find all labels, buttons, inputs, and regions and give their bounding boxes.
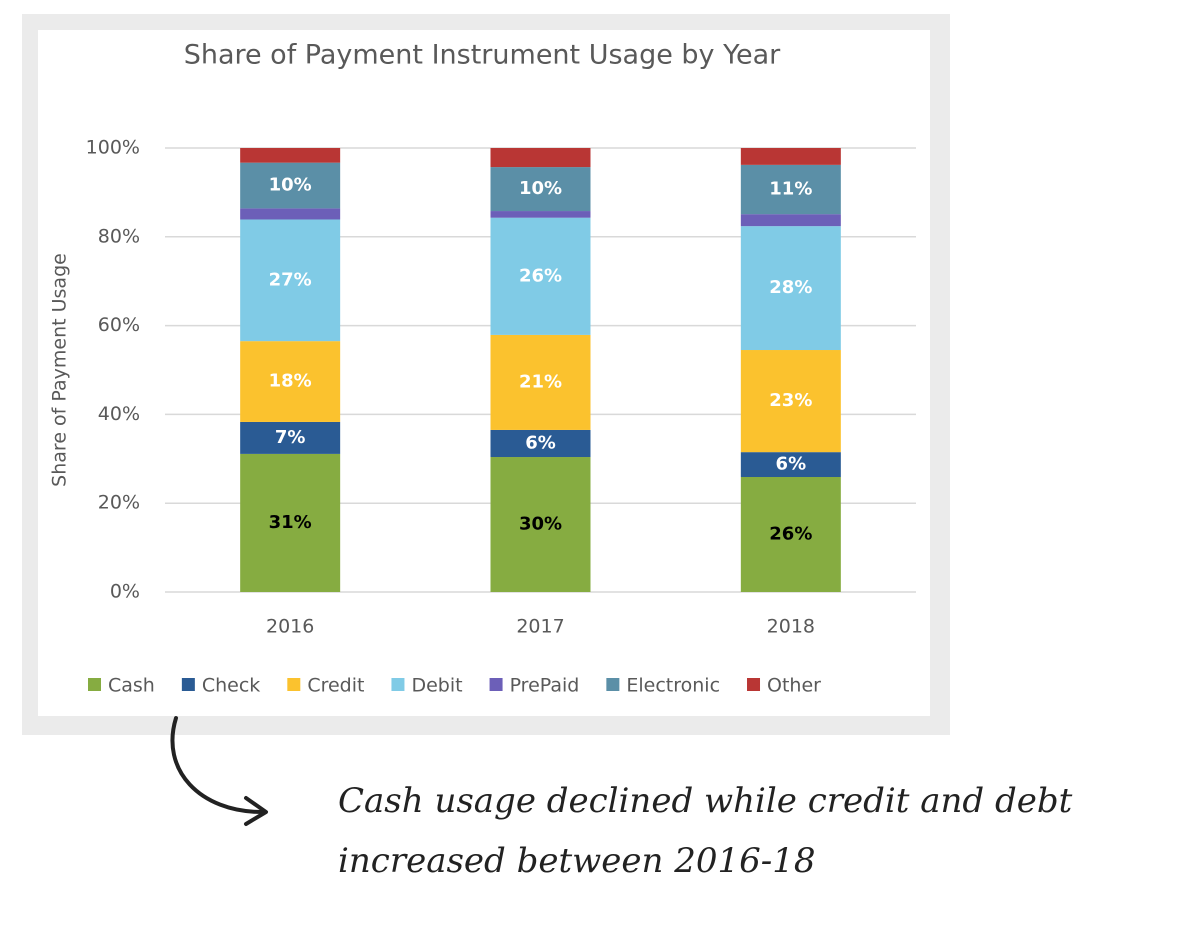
arrow [170, 716, 264, 814]
legend-label: Credit [307, 675, 364, 697]
y-axis-label: Share of Payment Usage [49, 253, 71, 487]
y-tick-label: 100% [86, 137, 140, 159]
y-tick-label: 40% [98, 403, 140, 425]
y-tick-label: 0% [110, 581, 140, 603]
bar-segment [240, 162, 341, 209]
data-label: 10% [269, 175, 312, 196]
y-tick-label: 80% [98, 225, 140, 247]
chart-title: Share of Payment Instrument Usage by Yea… [184, 40, 781, 71]
legend-swatch [747, 678, 761, 691]
legend-swatch [606, 678, 620, 691]
bar-segment [740, 214, 841, 227]
data-label: 30% [519, 514, 562, 535]
bar-segment [240, 219, 341, 342]
legend-label: Electronic [626, 675, 720, 697]
data-label: 26% [769, 524, 812, 545]
bar-segment [490, 334, 591, 430]
legend-label: Check [202, 675, 260, 697]
annotation: increased between 2016-18 [338, 841, 815, 881]
bar-segment [240, 341, 341, 422]
legend-swatch [181, 678, 195, 691]
bar-segment [740, 226, 841, 351]
data-label: 21% [519, 371, 562, 392]
plot: 0% 20% 40% 60% 80% 100% 2016 31% 7% 18% 27% 10% 2017… [86, 137, 916, 697]
y-tick-label: 20% [98, 492, 140, 514]
y-tick-label: 60% [98, 314, 140, 336]
bar-segment [490, 148, 591, 168]
bar-segment [240, 148, 341, 163]
bar-segment [240, 421, 341, 454]
data-label: 28% [769, 277, 812, 298]
bar-segment [490, 211, 591, 218]
arrow-head [244, 796, 268, 826]
legend-swatch [489, 678, 503, 691]
annotation: Cash usage declined while credit and deb… [338, 781, 1073, 821]
bar-segment [240, 453, 341, 592]
legend-label: Debit [411, 675, 462, 697]
bar-segment [740, 477, 841, 592]
legend-swatch [287, 678, 301, 691]
data-label: 10% [519, 178, 562, 199]
bar-segment [490, 167, 591, 212]
x-tick-label: 2018 [767, 616, 815, 638]
x-tick-label: 2016 [266, 616, 314, 638]
legend-swatch [391, 678, 405, 691]
legend-swatch [88, 678, 101, 691]
data-label: 6% [525, 432, 556, 453]
data-label: 6% [776, 454, 807, 475]
bar-segment [490, 457, 591, 592]
legend-label: PrePaid [510, 675, 580, 697]
data-label: 7% [275, 427, 306, 448]
bar-segment [740, 452, 841, 478]
data-label: 26% [519, 265, 562, 286]
bar-segment [740, 350, 841, 453]
data-label: 11% [769, 179, 812, 200]
bar-segment [490, 429, 591, 458]
data-label: 18% [269, 371, 312, 392]
x-tick-label: 2017 [516, 616, 564, 638]
data-label: 31% [269, 512, 312, 533]
data-label: 23% [769, 390, 812, 411]
bar-segment [740, 164, 841, 215]
legend-label: Other [767, 675, 821, 697]
bar-segment [240, 208, 341, 220]
data-label: 27% [269, 269, 312, 290]
bar-segment [490, 217, 591, 335]
legend-label: Cash [108, 675, 155, 697]
bar-segment [740, 148, 841, 165]
